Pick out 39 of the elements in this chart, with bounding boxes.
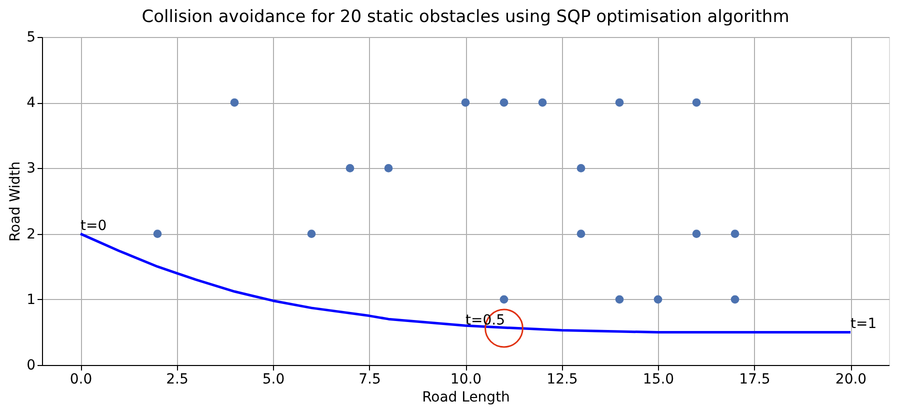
point — [692, 98, 701, 107]
y-tick-label: 5 — [26, 30, 36, 46]
x-tick-label: 7.5 — [358, 372, 381, 388]
point — [153, 230, 162, 238]
point — [654, 295, 662, 304]
point — [692, 230, 701, 238]
x-tick-label: 20.0 — [835, 372, 867, 388]
line-series — [79, 232, 852, 334]
x-tick-label: 5.0 — [262, 372, 285, 388]
point — [461, 98, 470, 107]
point — [384, 164, 393, 172]
y-tick-label: 2 — [26, 226, 36, 242]
point — [576, 230, 586, 238]
point — [538, 98, 547, 107]
y-tick-label: 0 — [26, 358, 36, 374]
x-axis-title: Road Length — [422, 390, 510, 406]
point — [230, 98, 239, 107]
annotation: t=0 — [80, 218, 107, 234]
x-tick-label: 17.5 — [739, 372, 770, 388]
x-tick-label: 2.5 — [166, 372, 188, 388]
point — [307, 230, 316, 238]
x-tick-label: 10.0 — [450, 372, 482, 388]
point — [500, 295, 508, 304]
point — [576, 164, 586, 172]
x-tick-label: 15.0 — [642, 372, 674, 388]
y-tick-label: 4 — [26, 95, 36, 112]
point — [615, 295, 624, 304]
point — [730, 295, 740, 304]
y-tick-label: 1 — [26, 292, 36, 308]
annotation: t=1 — [850, 316, 877, 332]
point — [346, 164, 354, 172]
point — [500, 98, 508, 107]
y-tick-label: 3 — [26, 160, 36, 177]
point — [615, 98, 624, 107]
x-tick-label: 12.5 — [546, 372, 578, 388]
point — [730, 230, 740, 238]
chart-title: Collision avoidance for 20 static obstacles using SQP optimisation algorithm — [142, 7, 790, 27]
y-axis-title: Road Width — [8, 161, 24, 242]
x-tick-label: 0.0 — [70, 372, 92, 388]
